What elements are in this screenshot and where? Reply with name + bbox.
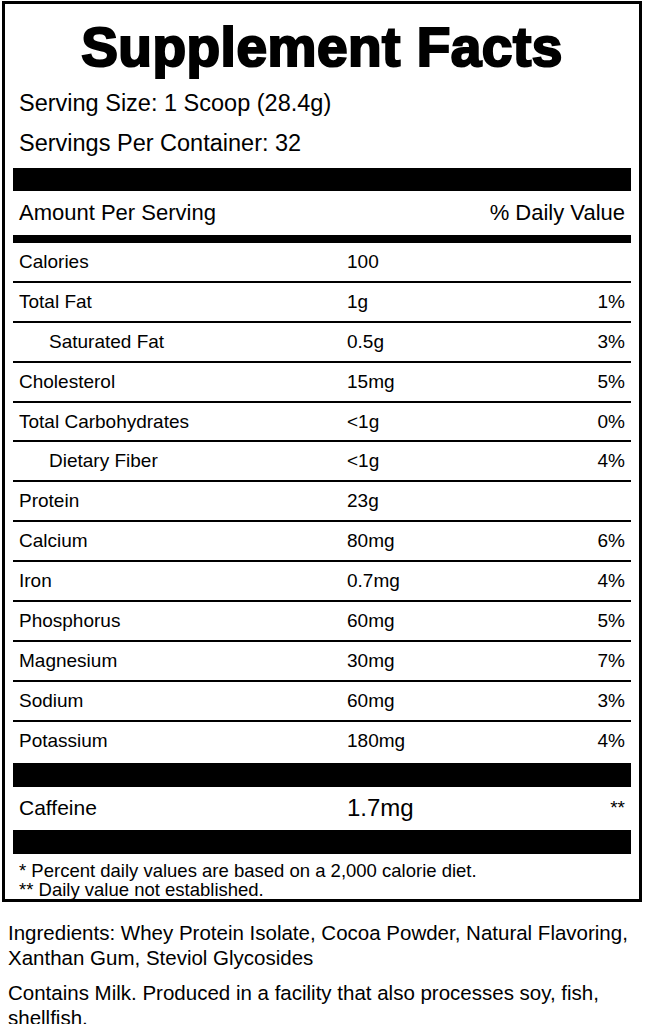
nutrient-daily-value: 4% — [535, 730, 625, 752]
nutrient-amount: <1g — [347, 450, 535, 472]
panel-title: Supplement Facts — [13, 16, 631, 78]
table-row-calories: Calories 100 — [13, 243, 631, 283]
divider-bar-thick — [13, 168, 631, 191]
table-row-cholesterol: Cholesterol 15mg 5% — [13, 363, 631, 403]
table-row-total-fat: Total Fat 1g 1% — [13, 283, 631, 323]
nutrient-daily-value: 3% — [535, 331, 625, 353]
servings-per-container-line: Servings Per Container: 32 — [13, 129, 631, 158]
nutrient-amount: 100 — [347, 251, 535, 273]
table-row-dietary-fiber: Dietary Fiber <1g 4% — [13, 442, 631, 482]
column-header-row: Amount Per Serving % Daily Value — [13, 191, 631, 235]
table-row-iron: Iron 0.7mg 4% — [13, 562, 631, 602]
nutrient-amount: 1g — [347, 291, 535, 313]
nutrient-daily-value: 6% — [535, 530, 625, 552]
nutrient-daily-value: 5% — [535, 371, 625, 393]
supplement-facts-panel: Supplement Facts Serving Size: 1 Scoop (… — [2, 1, 642, 902]
table-row-sodium: Sodium 60mg 3% — [13, 682, 631, 722]
divider-bar-thick — [13, 763, 631, 787]
table-row-total-carbohydrates: Total Carbohydrates <1g 0% — [13, 403, 631, 443]
nutrient-daily-value: 7% — [535, 650, 625, 672]
table-row-caffeine: Caffeine 1.7mg ** — [13, 787, 631, 830]
table-row-protein: Protein 23g — [13, 482, 631, 522]
footnote-daily-values: * Percent daily values are based on a 2,… — [19, 861, 625, 881]
ingredients-line-2: Xanthan Gum, Steviol Glycosides — [8, 946, 636, 971]
nutrient-amount: 0.5g — [347, 331, 535, 353]
footnote-not-established: ** Daily value not established. — [19, 880, 625, 900]
divider-bar-medium — [13, 235, 631, 243]
serving-size-line: Serving Size: 1 Scoop (28.4g) — [13, 89, 631, 118]
nutrient-amount: 60mg — [347, 690, 535, 712]
nutrient-amount: 1.7mg — [347, 794, 535, 822]
table-row-calcium: Calcium 80mg 6% — [13, 522, 631, 562]
nutrient-daily-value: 4% — [535, 450, 625, 472]
footnotes: * Percent daily values are based on a 2,… — [13, 854, 631, 900]
nutrient-table: Calories 100 Total Fat 1g 1% Saturated F… — [13, 243, 631, 760]
divider-bar-thick — [13, 830, 631, 854]
supplement-facts-page: Supplement Facts Serving Size: 1 Scoop (… — [0, 1, 646, 1024]
nutrient-name: Calories — [19, 251, 347, 273]
nutrient-amount: 60mg — [347, 610, 535, 632]
nutrient-amount: 30mg — [347, 650, 535, 672]
ingredients-line-1: Ingredients: Whey Protein Isolate, Cocoa… — [8, 921, 636, 946]
nutrient-daily-value: 1% — [535, 291, 625, 313]
table-row-saturated-fat: Saturated Fat 0.5g 3% — [13, 323, 631, 363]
nutrient-name: Cholesterol — [19, 371, 347, 393]
ingredients-text: Ingredients: Whey Protein Isolate, Cocoa… — [0, 921, 646, 970]
nutrient-amount: 23g — [347, 490, 535, 512]
table-row-magnesium: Magnesium 30mg 7% — [13, 642, 631, 682]
table-row-phosphorus: Phosphorus 60mg 5% — [13, 602, 631, 642]
nutrient-daily-value: 0% — [535, 411, 625, 433]
nutrient-name: Saturated Fat — [19, 331, 347, 353]
nutrient-name: Phosphorus — [19, 610, 347, 632]
table-row-potassium: Potassium 180mg 4% — [13, 722, 631, 760]
nutrient-amount: 15mg — [347, 371, 535, 393]
nutrient-name: Caffeine — [19, 796, 347, 820]
nutrient-name: Iron — [19, 570, 347, 592]
allergen-line-1: Contains Milk. Produced in a facility th… — [8, 981, 636, 1024]
nutrient-name: Protein — [19, 490, 347, 512]
nutrient-name: Sodium — [19, 690, 347, 712]
nutrient-name: Dietary Fiber — [19, 450, 347, 472]
nutrient-amount: 0.7mg — [347, 570, 535, 592]
allergen-text: Contains Milk. Produced in a facility th… — [0, 981, 646, 1024]
nutrient-daily-value: 5% — [535, 610, 625, 632]
nutrient-amount: <1g — [347, 411, 535, 433]
nutrient-amount: 180mg — [347, 730, 535, 752]
nutrient-name: Total Fat — [19, 291, 347, 313]
nutrient-name: Total Carbohydrates — [19, 411, 347, 433]
nutrient-daily-value: ** — [535, 797, 625, 819]
nutrient-daily-value: 4% — [535, 570, 625, 592]
nutrient-amount: 80mg — [347, 530, 535, 552]
daily-value-header: % Daily Value — [490, 200, 625, 226]
nutrient-name: Potassium — [19, 730, 347, 752]
nutrient-daily-value: 3% — [535, 690, 625, 712]
amount-per-serving-header: Amount Per Serving — [19, 200, 216, 226]
nutrient-name: Magnesium — [19, 650, 347, 672]
nutrient-name: Calcium — [19, 530, 347, 552]
